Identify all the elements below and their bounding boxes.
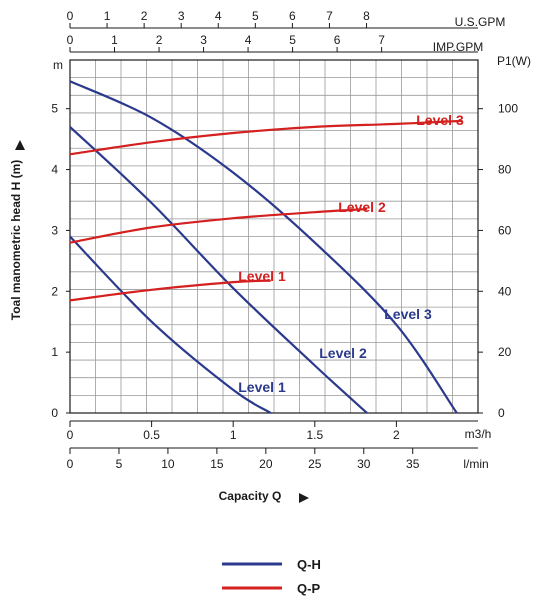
x-lmin-tick-label: 0	[67, 457, 74, 471]
impgpm-tick-label: 2	[156, 33, 163, 47]
impgpm-tick-label: 0	[67, 33, 74, 47]
usgpm-tick-label: 3	[178, 9, 185, 23]
usgpm-tick-label: 8	[363, 9, 370, 23]
x-axis-label: Capacity Q	[219, 489, 282, 503]
usgpm-unit: U.S.GPM	[455, 15, 506, 29]
right-tick-label: 80	[498, 163, 512, 177]
qp-curve-3	[69, 119, 462, 156]
qh-curve-1	[69, 235, 272, 414]
y-axis-arrow-icon	[15, 140, 25, 150]
x-lmin-tick-label: 35	[406, 457, 420, 471]
grid	[70, 60, 478, 413]
curves	[69, 80, 462, 414]
impgpm-tick-label: 5	[289, 33, 296, 47]
impgpm-tick-label: 7	[378, 33, 385, 47]
right-tick-label: 20	[498, 345, 512, 359]
x-m3h-unit: m3/h	[465, 427, 492, 441]
right-tick-label: 0	[498, 406, 505, 420]
qp-label-2: Level 2	[338, 199, 386, 215]
x-m3h-tick-label: 0.5	[143, 428, 160, 442]
impgpm-unit: IMP.GPM	[433, 40, 483, 54]
qp-label-3: Level 3	[416, 112, 464, 128]
x-m3h-tick-label: 1	[230, 428, 237, 442]
qh-curve-2	[69, 126, 368, 414]
usgpm-tick-label: 5	[252, 9, 259, 23]
y-tick-label: 1	[51, 345, 58, 359]
y-axis-unit: m	[53, 58, 63, 72]
x-lmin-tick-label: 10	[161, 457, 175, 471]
qh-label-3: Level 3	[384, 306, 432, 322]
usgpm-tick-label: 1	[104, 9, 111, 23]
x-m3h-tick-label: 0	[67, 428, 74, 442]
qh-label-2: Level 2	[319, 345, 367, 361]
x-m3h-tick-label: 1.5	[306, 428, 323, 442]
y-tick-label: 0	[51, 406, 58, 420]
x-m3h-tick-label: 2	[393, 428, 400, 442]
usgpm-tick-label: 7	[326, 9, 333, 23]
right-axis-unit: P1(W)	[497, 54, 531, 68]
right-tick-label: 100	[498, 102, 518, 116]
y-axis-label: Toal manometric head H (m)	[9, 160, 23, 320]
x-lmin-tick-label: 15	[210, 457, 224, 471]
qp-curve-2	[69, 208, 368, 244]
x-axis-arrow-icon	[299, 493, 309, 503]
right-tick-label: 60	[498, 223, 512, 237]
impgpm-tick-label: 3	[200, 33, 207, 47]
legend: Q-H Q-P	[222, 557, 321, 596]
x-lmin-tick-label: 25	[308, 457, 322, 471]
usgpm-tick-label: 0	[67, 9, 74, 23]
y-tick-label: 3	[51, 223, 58, 237]
usgpm-tick-label: 6	[289, 9, 296, 23]
qh-curve-3	[69, 80, 458, 414]
qp-label-1: Level 1	[238, 268, 286, 284]
x-lmin-tick-label: 20	[259, 457, 273, 471]
x-lmin-unit: l/min	[463, 457, 488, 471]
right-tick-label: 40	[498, 284, 512, 298]
usgpm-tick-label: 4	[215, 9, 222, 23]
y-tick-label: 5	[51, 102, 58, 116]
impgpm-tick-label: 4	[245, 33, 252, 47]
impgpm-tick-label: 1	[111, 33, 118, 47]
usgpm-tick-label: 2	[141, 9, 148, 23]
impgpm-tick-label: 6	[334, 33, 341, 47]
legend-qp-label: Q-P	[297, 581, 320, 596]
x-lmin-tick-label: 30	[357, 457, 371, 471]
legend-qh-label: Q-H	[297, 557, 321, 572]
x-lmin-tick-label: 5	[116, 457, 123, 471]
qh-label-1: Level 1	[238, 379, 286, 395]
y-tick-label: 2	[51, 284, 58, 298]
curve-labels: Level 1 Level 2 Level 3 Level 1 Level 2 Level…	[238, 112, 464, 395]
qp-curve-1	[69, 279, 271, 302]
y-tick-label: 4	[51, 163, 58, 177]
